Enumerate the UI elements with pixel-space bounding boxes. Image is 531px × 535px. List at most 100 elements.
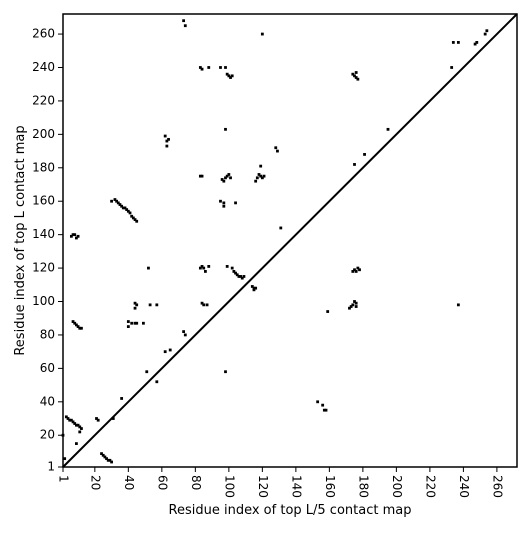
contact-point [353,300,356,303]
contact-point [163,134,167,138]
contact-point [473,42,477,46]
contact-point [130,321,134,325]
contact-point [234,201,237,205]
contact-point [165,144,169,148]
contact-point [252,286,256,290]
y-tick-label: 40 [40,394,55,408]
contact-point [78,326,82,330]
contact-point [356,266,360,270]
contact-point [351,72,355,76]
contact-point [131,216,135,220]
y-tick-label: 80 [40,327,55,341]
x-tick-label: 160 [323,475,337,498]
contact-point [155,380,159,384]
contact-point [207,265,211,268]
y-tick-label: 220 [32,93,55,107]
contact-point [75,323,78,327]
contact-point [316,400,320,404]
contact-point [121,206,125,210]
plot-frame [62,13,518,468]
contact-point [167,137,170,141]
contact-point [324,408,328,412]
contact-point [260,176,264,180]
contact-point [225,72,229,76]
contact-point [115,199,119,203]
y-tick-label: 100 [32,294,55,308]
contact-point [120,204,124,208]
diagonal-line [62,13,518,468]
contact-point [237,275,241,278]
x-tick-label: 200 [390,475,404,498]
contact-point [80,427,83,430]
contact-point [321,403,325,407]
contact-point [363,153,366,156]
contact-point [78,425,82,429]
x-tick-label: 40 [122,475,136,490]
contact-point [116,201,120,205]
contact-point [200,265,204,268]
x-tick-label: 1 [57,475,71,483]
contact-point [135,321,139,325]
contact-point [133,306,137,310]
contact-point [110,199,113,203]
contact-point [123,206,127,210]
contact-point [235,273,239,277]
contact-point [279,226,283,230]
x-tick-label: 180 [356,475,370,498]
contact-point [326,310,330,313]
contact-point [182,330,186,333]
x-tick-label: 220 [423,475,437,498]
contact-point [274,146,278,150]
contact-point [113,198,117,201]
contact-point [254,286,258,290]
contact-point [259,174,263,178]
contact-point [63,457,67,461]
contact-point [106,458,110,462]
contact-point [103,455,107,459]
contact-point [71,233,75,237]
contact-point [351,303,355,307]
contact-point [168,348,172,352]
contact-point [260,32,264,36]
contact-point [135,219,139,223]
contact-point [354,71,358,74]
contact-point [183,24,187,28]
contact-point [254,179,258,183]
y-tick-label: 200 [32,127,55,141]
contact-point [229,176,232,180]
contact-point [142,321,145,325]
contact-point [222,201,226,205]
contact-point [126,209,130,213]
x-tick-label: 140 [289,475,303,498]
contact-point [101,453,105,457]
contact-point [224,127,227,131]
contact-point [200,301,204,305]
contact-point [71,320,75,323]
contact-point [230,74,234,78]
contact-point [322,408,326,412]
contact-point [255,176,259,180]
x-tick-label: 60 [155,475,169,490]
contact-point [73,233,77,237]
contact-point [130,214,134,218]
y-tick-label: 20 [40,428,55,442]
contact-point [75,442,78,445]
contact-point [240,276,244,280]
contact-point [451,41,455,44]
contact-point [230,266,234,270]
contact-point [354,76,358,79]
x-axis-label: Residue index of top L/5 contact map [169,503,412,518]
y-tick-label: 120 [32,261,55,275]
contact-point [200,174,204,178]
contact-point [353,268,356,272]
contact-point [222,179,226,183]
contact-point [69,418,73,422]
contact-point [133,321,137,325]
contact-point [64,415,68,419]
contact-point [257,173,261,176]
contact-point [262,174,266,178]
contact-point [450,66,454,69]
contact-point [252,288,256,292]
